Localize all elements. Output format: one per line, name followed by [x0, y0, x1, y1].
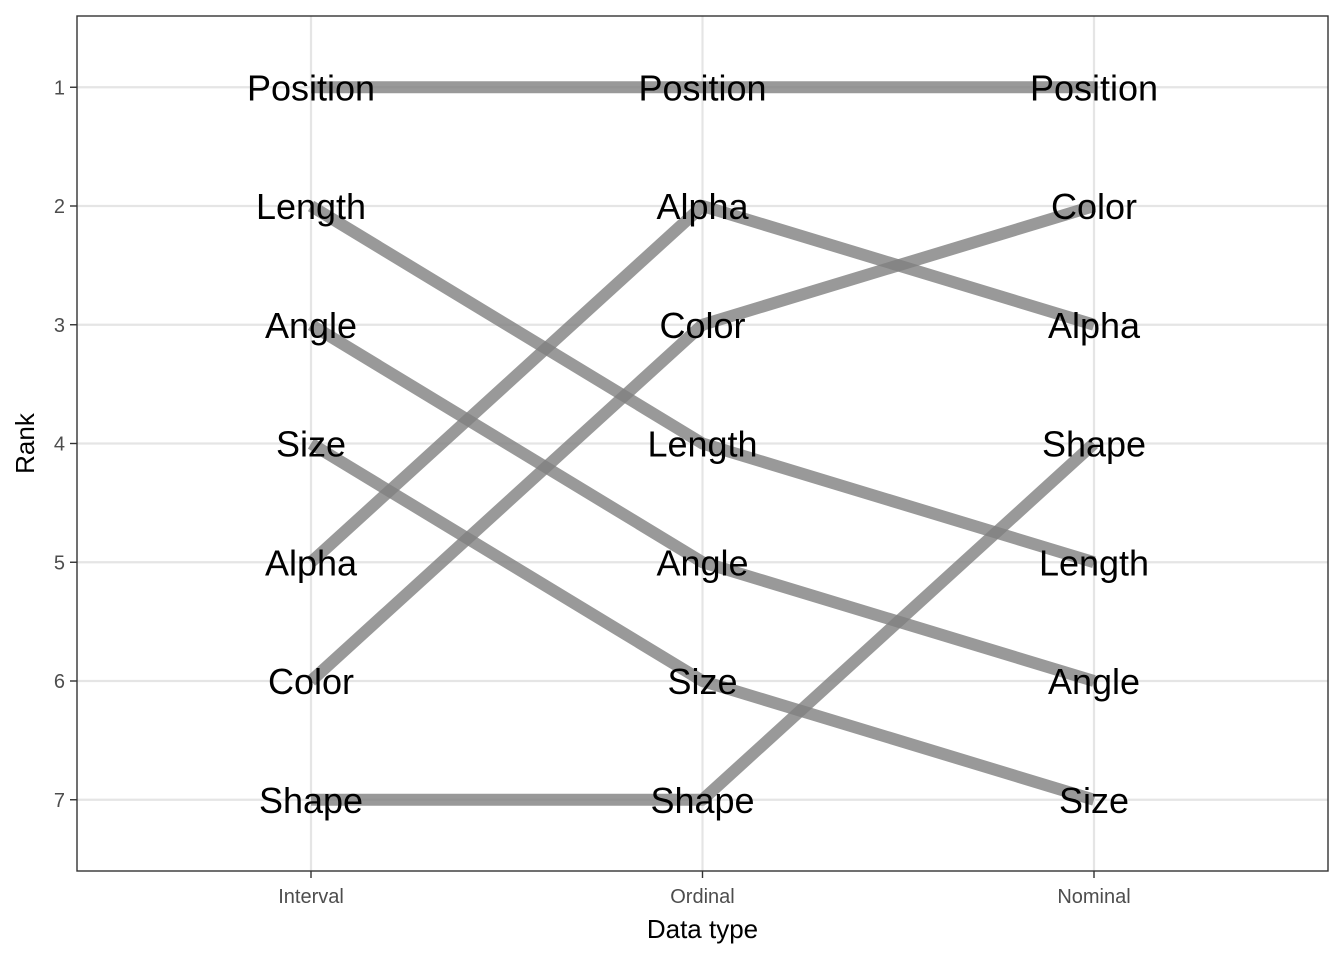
label-alpha-interval: Alpha	[265, 542, 358, 583]
line-shape	[311, 439, 1099, 806]
y-tick-label-5: 5	[54, 552, 65, 574]
y-tick-label-1: 1	[54, 77, 65, 99]
label-angle-nominal: Angle	[1048, 661, 1140, 702]
series-lines	[306, 81, 1099, 806]
label-position-interval: Position	[247, 67, 375, 108]
y-tick-label-7: 7	[54, 790, 65, 812]
label-color-nominal: Color	[1051, 186, 1137, 227]
label-color-interval: Color	[268, 661, 354, 702]
label-length-ordinal: Length	[647, 424, 757, 465]
x-tick-label-nominal: Nominal	[1057, 886, 1130, 908]
line-angle	[307, 319, 1096, 687]
label-alpha-ordinal: Alpha	[656, 186, 749, 227]
label-angle-ordinal: Angle	[656, 542, 748, 583]
label-position-ordinal: Position	[638, 67, 766, 108]
label-size-nominal: Size	[1059, 780, 1129, 821]
label-shape-interval: Shape	[259, 780, 363, 821]
line-length	[307, 200, 1096, 568]
label-color-ordinal: Color	[659, 305, 745, 346]
label-angle-interval: Angle	[265, 305, 357, 346]
label-length-nominal: Length	[1039, 542, 1149, 583]
y-tick-label-2: 2	[54, 196, 65, 218]
y-tick-label-6: 6	[54, 671, 65, 693]
label-size-interval: Size	[276, 424, 346, 465]
label-size-ordinal: Size	[667, 661, 737, 702]
label-shape-nominal: Shape	[1042, 424, 1146, 465]
y-tick-label-4: 4	[54, 434, 65, 456]
label-length-interval: Length	[256, 186, 366, 227]
x-tick-label-ordinal: Ordinal	[670, 886, 734, 908]
point-labels: Position Position Position Length Length Leng…	[247, 67, 1158, 821]
line-color	[306, 200, 1096, 686]
axes: 1 2 3 4 5 6 7 Interval Ordinal Nominal	[54, 77, 1131, 908]
x-tick-label-interval: Interval	[278, 886, 344, 908]
x-axis-title: Data type	[647, 914, 758, 944]
line-size	[307, 438, 1096, 806]
line-alpha	[306, 200, 1096, 567]
label-shape-ordinal: Shape	[650, 780, 754, 821]
label-position-nominal: Position	[1030, 67, 1158, 108]
y-axis-title: Rank	[10, 412, 40, 474]
y-tick-label-3: 3	[54, 315, 65, 337]
label-alpha-nominal: Alpha	[1048, 305, 1141, 346]
